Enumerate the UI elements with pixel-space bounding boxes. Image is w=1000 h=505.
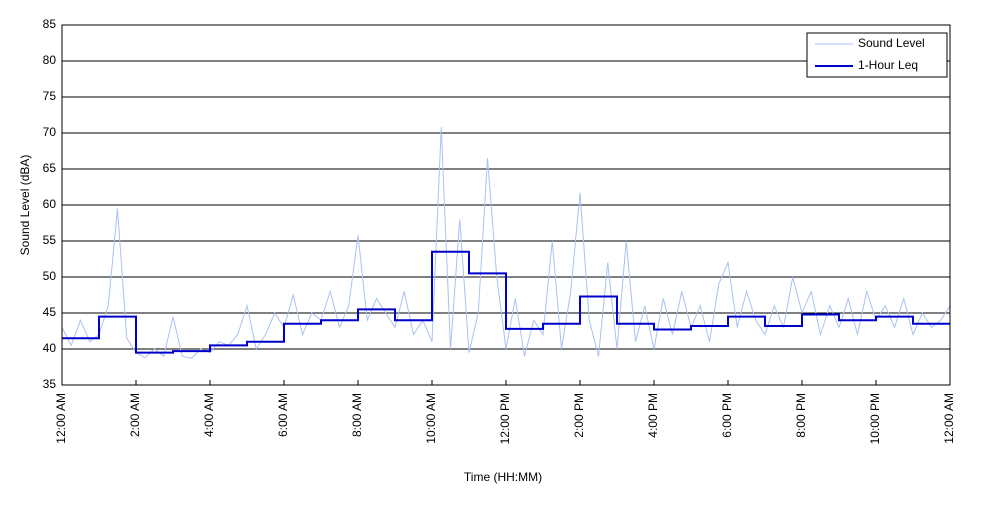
y-tick-label: 75 (43, 89, 57, 103)
x-tick-label: 8:00 PM (794, 393, 808, 438)
x-tick-label: 4:00 PM (646, 393, 660, 438)
y-tick-label: 70 (43, 125, 57, 139)
y-tick-label: 45 (43, 305, 57, 319)
x-tick-label: 10:00 AM (424, 393, 438, 444)
x-tick-label: 4:00 AM (202, 393, 216, 437)
x-tick-label: 12:00 PM (498, 393, 512, 444)
series-line (61, 127, 951, 359)
x-tick-label: 2:00 PM (572, 393, 586, 438)
y-tick-label: 65 (43, 161, 57, 175)
plot-border (61, 24, 951, 386)
y-axis-label: Sound Level (dBA) (18, 155, 32, 256)
y-tick-label: 50 (43, 269, 57, 283)
x-tick-label: 2:00 AM (128, 393, 142, 437)
legend-label: 1-Hour Leq (858, 58, 918, 72)
y-tick-label: 80 (43, 53, 57, 67)
series-line (62, 250, 950, 354)
y-tick-label: 85 (43, 17, 57, 31)
x-tick-label: 8:00 AM (350, 393, 364, 437)
x-tick-label: 6:00 PM (720, 393, 734, 438)
x-tick-label: 12:00 AM (54, 393, 68, 444)
y-tick-label: 40 (43, 341, 57, 355)
legend-box (806, 32, 948, 78)
x-axis-label: Time (HH:MM) (464, 470, 542, 484)
x-tick-label: 6:00 AM (276, 393, 290, 437)
y-tick-label: 35 (43, 377, 57, 391)
y-tick-label: 60 (43, 197, 57, 211)
legend-label: Sound Level (858, 36, 925, 50)
x-tick-label: 12:00 AM (942, 393, 956, 444)
y-tick-label: 55 (43, 233, 57, 247)
x-tick-label: 10:00 PM (868, 393, 882, 444)
